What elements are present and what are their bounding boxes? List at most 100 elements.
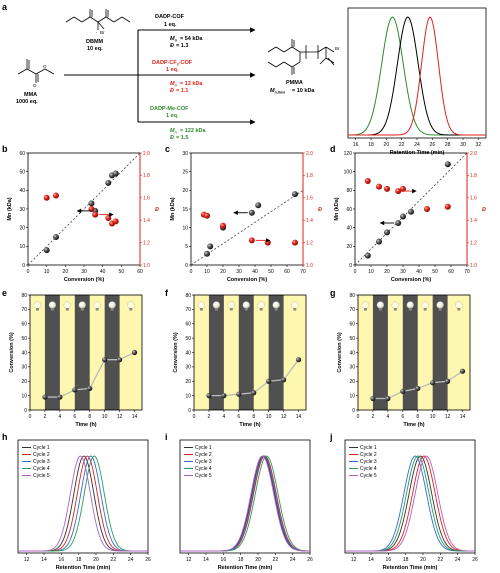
- theory-line: [190, 190, 304, 266]
- panel-label-e: e: [2, 288, 7, 298]
- legend-entry: Cycle 4: [33, 466, 50, 472]
- xtick-label: 16: [221, 557, 227, 563]
- legend-entry: Cycle 4: [195, 466, 212, 472]
- conversion-point: [221, 393, 227, 399]
- mn-point: [105, 179, 112, 186]
- xtick-label: 10: [368, 269, 374, 275]
- y2tick-label: 1.6: [306, 196, 313, 202]
- conversion-point: [385, 395, 391, 402]
- catalyst-1-labels: DADP-COF 1 eq. Mn = 54 kDa Đ = 1.3: [155, 14, 203, 49]
- xtick-label: 12: [281, 414, 287, 420]
- chart-b: b0 10 20 30 40 50 6001020304050601.01.21.41.61…: [2, 144, 159, 283]
- xtick-label: 12: [186, 557, 192, 563]
- ytick-label: 30: [185, 365, 191, 371]
- light-off-icon: [108, 301, 116, 309]
- product-mn-value: = 10 kDa: [292, 88, 315, 94]
- bulb-base-icon: [438, 308, 442, 311]
- xtick-label: 30: [400, 269, 406, 275]
- xtick-label: 2: [372, 414, 375, 420]
- mn-point: [112, 170, 119, 177]
- xtick-label: 12: [445, 414, 451, 420]
- dispersity-point: [53, 192, 59, 199]
- ytick-label: 10: [182, 225, 188, 231]
- plot-frame: [179, 439, 311, 554]
- xtick-label: 40: [252, 269, 258, 275]
- dispersity-point: [444, 203, 451, 210]
- light-off-icon: [78, 301, 86, 309]
- y2label: Đ: [155, 207, 159, 213]
- xtick-label: 12: [24, 557, 30, 563]
- y2tick-label: 1.8: [143, 173, 150, 179]
- ytick-label: 25: [182, 169, 188, 175]
- mn-point: [43, 247, 50, 254]
- gpc-main-curve-1: [347, 16, 486, 136]
- ytick-label: 80: [349, 293, 355, 299]
- xtick-label: 2: [44, 414, 47, 420]
- gpc-main-xtick-label: 18: [368, 142, 374, 148]
- xtick-label: 8: [88, 414, 91, 420]
- chart-e: e 0 2 4 6 8 10 12 14 0 10 20 30 40 50 60 70 80 Time (h) Con…: [2, 288, 143, 428]
- dark-interval: [402, 295, 418, 410]
- light-on-icon: [197, 301, 206, 309]
- catalyst-3-d-symbol: Đ: [170, 135, 174, 141]
- initiator-eq: 10 eq.: [87, 46, 103, 52]
- ytick-label: 20: [185, 379, 191, 385]
- catalyst-2-mn: = 13 kDa: [180, 81, 203, 87]
- catalyst-2-eq: 1 eq.: [166, 67, 179, 73]
- xtick-label: 8: [252, 414, 255, 420]
- light-on-icon: [93, 301, 101, 309]
- dark-interval: [44, 295, 60, 410]
- bulb-base-icon: [244, 308, 248, 311]
- ytick-label: 30: [182, 151, 188, 157]
- mn-point: [376, 238, 382, 245]
- light-on-icon: [455, 301, 463, 309]
- catalyst-3-mn-symbol: Mn: [170, 128, 177, 135]
- conversion-point: [131, 349, 138, 356]
- xtick-label: 60: [137, 269, 143, 275]
- bulb-base-icon: [408, 308, 412, 311]
- mn-point: [53, 234, 59, 240]
- xtick-label: 20: [420, 557, 426, 563]
- light-off-icon: [406, 301, 414, 309]
- ytick-label: 0: [22, 263, 25, 269]
- xlabel: Retention Time (min): [218, 565, 273, 571]
- ytick-label: 40: [21, 350, 27, 356]
- legend-entry: Cycle 5: [195, 473, 212, 479]
- xtick-label: 40: [416, 269, 422, 275]
- xtick-label: 40: [100, 269, 106, 275]
- ytick-label: 50: [349, 336, 355, 342]
- xtick-label: 0: [357, 414, 360, 420]
- xtick-label: 26: [145, 557, 151, 563]
- xtick-label: 60: [448, 269, 454, 275]
- xtick-label: 26: [307, 557, 313, 563]
- mn-point: [444, 161, 451, 168]
- bulb-base-icon: [129, 308, 133, 311]
- xtick-label: 14: [460, 414, 466, 420]
- legend-entry: Cycle 1: [195, 445, 212, 451]
- ytick-label: 70: [21, 307, 27, 313]
- xtick-label: 60: [284, 269, 290, 275]
- gpc-main-curve-2: [348, 16, 486, 136]
- dark-interval: [238, 295, 254, 410]
- dispersity-point: [395, 188, 402, 195]
- dispersity-point: [204, 212, 210, 219]
- y2tick-label: 1.8: [306, 173, 313, 179]
- xtick-label: 0: [354, 269, 357, 275]
- xtick-label: 14: [203, 557, 209, 563]
- gpc-main-xtick-label: 30: [460, 142, 466, 148]
- catalyst-1-mn-symbol: Mn: [170, 36, 177, 43]
- bulb-base-icon: [259, 308, 263, 311]
- dispersity-point: [424, 206, 430, 212]
- bulb-base-icon: [35, 308, 39, 311]
- panel-label-a: a: [2, 2, 8, 12]
- gpc-main-xtick-label: 22: [399, 142, 405, 148]
- y2tick-label: 1.0: [306, 263, 313, 269]
- light-off-icon: [212, 301, 221, 309]
- ytick-label: 0: [24, 408, 27, 414]
- xtick-label: 18: [403, 557, 409, 563]
- y2tick-label: 1.6: [143, 196, 150, 202]
- bulb-base-icon: [80, 308, 84, 311]
- light-on-icon: [33, 301, 42, 309]
- scheme-panel: a O O MMA 1000 eq.: [2, 2, 340, 141]
